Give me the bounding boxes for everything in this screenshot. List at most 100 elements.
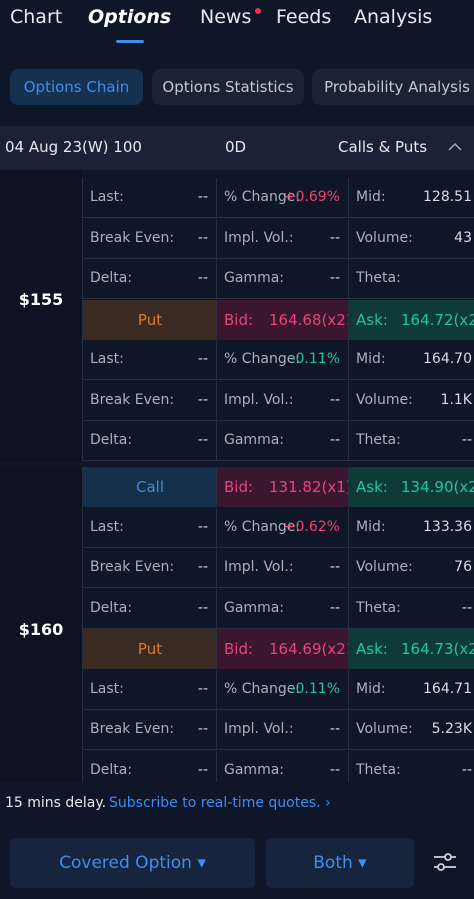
stat-cell: % Change: +0.69% — [216, 178, 348, 218]
stat-cell: Gamma: -- — [216, 588, 348, 629]
cell-label: % Change: — [224, 189, 301, 205]
option-type: Put — [137, 640, 163, 658]
cell-label: Impl. Vol.: — [224, 391, 294, 408]
nav-item[interactable]: Feeds — [276, 6, 332, 28]
cell-value: 164.73(x2 — [401, 640, 474, 658]
expiry: 04 Aug 23(W) 100 — [5, 138, 142, 156]
stat-cell: Volume: 43 — [348, 218, 474, 259]
cell-value: -- — [461, 599, 472, 616]
stat-cell: % Change: -0.11% — [216, 340, 348, 380]
cell-value: -- — [197, 189, 208, 205]
cell-label: % Change: — [224, 680, 301, 697]
active-underline — [116, 40, 144, 43]
stat-cell: Theta: — [348, 259, 474, 299]
stat-cell: Mid: 133.36 — [348, 507, 474, 548]
stat-cell: Impl. Vol.: -- — [216, 380, 348, 421]
call-cell: Bid: 131.82(x1) — [216, 467, 348, 507]
cell-value: -- — [197, 721, 208, 737]
stat-cell: Theta: -- — [348, 750, 474, 782]
cell-label: Delta: — [90, 432, 133, 448]
nav-item[interactable]: Options — [88, 6, 172, 28]
chain-header[interactable]: 04 Aug 23(W) 100 0D Calls & Puts — [0, 126, 474, 170]
cell-value: -- — [329, 391, 340, 408]
tab[interactable]: Probability Analysis — [312, 69, 474, 105]
stat-cell: Gamma: -- — [216, 421, 348, 461]
caret: ▾ — [352, 853, 367, 873]
cell-label: Bid: — [224, 478, 254, 496]
nav-item[interactable]: News — [200, 6, 252, 28]
cell-label: Break Even: — [90, 559, 175, 575]
cell-label: % Change: — [224, 351, 301, 367]
cell-value: 131.82(x1) — [269, 478, 348, 496]
dropdown-button[interactable]: Covered Option ▾ — [10, 838, 255, 888]
stat-cell: Break Even: -- — [82, 218, 216, 259]
stat-cell: Break Even: -- — [82, 380, 216, 421]
cell-label: Delta: — [90, 270, 133, 286]
cell-value: +0.62% — [283, 518, 340, 535]
stat-cell: Gamma: -- — [216, 259, 348, 299]
cell-label: Delta: — [90, 599, 133, 616]
cell-value: -- — [197, 599, 208, 616]
cell-value: -- — [197, 270, 208, 286]
stat-cell: Last: -- — [82, 507, 216, 548]
stat-cell: Volume: 76 — [348, 548, 474, 588]
stat-cell: Volume: 1.1K — [348, 380, 474, 421]
cell-value: 43 — [454, 229, 472, 246]
cell-label: Last: — [90, 351, 124, 367]
stat-cell: % Change: +0.62% — [216, 507, 348, 548]
cell-value: -- — [197, 391, 208, 408]
put-cell: Ask: 164.73(x2 — [348, 629, 474, 669]
cell-label: Impl. Vol.: — [224, 559, 294, 575]
cell-label: Last: — [90, 680, 124, 697]
cell-value: -- — [197, 559, 208, 575]
cell-value: 164.68(x21) — [269, 310, 348, 329]
cell-value: 164.69(x21) — [269, 640, 348, 658]
tab[interactable]: Options Chain — [10, 69, 143, 105]
cell-label: Impl. Vol.: — [224, 721, 294, 737]
filter: Calls & Puts — [338, 138, 428, 156]
dropdown-button[interactable]: Both ▾ — [266, 838, 414, 888]
put-cell: Ask: 164.72(x2 — [348, 299, 474, 340]
delay-note: 15 mins delay. — [5, 795, 107, 811]
subscribe-link[interactable]: Subscribe to real-time quotes. › — [109, 795, 331, 811]
caret: ▾ — [191, 853, 206, 873]
cell-label: Volume: — [356, 229, 413, 246]
stat-cell: Theta: -- — [348, 421, 474, 461]
cell-value: 1.1K — [440, 391, 472, 408]
stat-cell: Volume: 5.23K — [348, 710, 474, 750]
cell-label: Theta: — [356, 761, 401, 778]
cell-label: Impl. Vol.: — [224, 229, 294, 246]
tab[interactable]: Options Statistics — [152, 69, 304, 105]
cell-label: Ask: — [356, 310, 388, 329]
cell-value: 5.23K — [431, 721, 472, 737]
option-type: Put — [137, 310, 163, 329]
cell-label: Last: — [90, 518, 124, 535]
stat-cell: Impl. Vol.: -- — [216, 710, 348, 750]
cell-value: -- — [461, 432, 472, 448]
stat-cell: Gamma: -- — [216, 750, 348, 782]
cell-value: -- — [329, 559, 340, 575]
stat-cell: % Change: -0.11% — [216, 669, 348, 710]
nav-item[interactable]: Analysis — [354, 6, 433, 28]
cell-label: Break Even: — [90, 721, 175, 737]
stat-cell: Impl. Vol.: -- — [216, 548, 348, 588]
cell-value: -- — [197, 518, 208, 535]
stat-cell: Theta: -- — [348, 588, 474, 629]
stat-cell: Delta: -- — [82, 588, 216, 629]
cell-value: -- — [329, 229, 340, 246]
button-label: Both — [313, 853, 353, 873]
cell-value: -- — [329, 270, 340, 286]
button-label: Covered Option — [59, 853, 192, 873]
stat-cell: Break Even: -- — [82, 710, 216, 750]
stat-cell: Last: -- — [82, 178, 216, 218]
nav-item[interactable]: Chart — [10, 6, 63, 28]
stat-cell: Delta: -- — [82, 750, 216, 782]
strike-price: $160 — [18, 619, 64, 639]
cell-value: 164.72(x2 — [401, 310, 474, 329]
put-cell: Bid: 164.68(x21) — [216, 299, 348, 340]
cell-label: Bid: — [224, 640, 254, 658]
stat-cell: Mid: 164.70 — [348, 340, 474, 380]
cell-value: -- — [329, 432, 340, 448]
cell-label: Ask: — [356, 478, 388, 496]
settings-icon[interactable] — [432, 850, 458, 874]
